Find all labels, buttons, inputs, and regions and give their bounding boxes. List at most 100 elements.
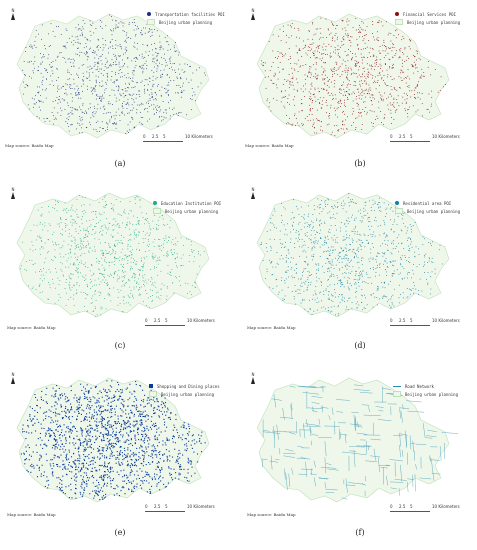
poi-point [406,109,408,111]
poi-point [404,108,406,110]
poi-point [276,252,278,253]
poi-point [354,233,356,235]
poi-point [303,241,305,242]
poi-point [348,205,350,207]
poi-point [403,53,405,55]
poi-point [272,50,274,52]
poi-point [361,95,363,96]
poi-point [165,112,167,114]
poi-point [315,118,317,120]
poi-point [120,446,122,448]
poi-point [142,401,144,403]
poi-point [389,59,391,60]
poi-point [293,88,295,90]
poi-point [307,225,309,227]
poi-point [153,83,155,85]
poi-point [57,413,59,415]
poi-point [165,88,167,90]
poi-point [350,201,352,203]
poi-point [266,100,268,102]
poi-point [163,483,165,485]
poi-point [434,268,436,270]
poi-point [76,400,78,402]
poi-point [403,78,405,80]
poi-point [66,400,69,402]
poi-point [57,55,59,57]
poi-point [36,464,38,466]
poi-point [291,78,293,79]
poi-point [115,20,117,22]
poi-point [159,248,161,250]
poi-point [311,255,313,257]
poi-point [53,444,55,446]
poi-point [287,102,288,104]
poi-point [101,455,103,457]
poi-point [347,97,348,98]
poi-point [105,88,107,89]
poi-point [170,220,172,221]
poi-point [104,464,106,467]
poi-point [59,247,61,249]
poi-point [156,55,158,57]
poi-point [281,203,282,204]
poi-point [409,250,411,252]
poi-point [122,107,124,109]
poi-point [417,85,418,87]
poi-point [334,35,336,36]
poi-point [96,94,98,95]
poi-point [147,397,149,399]
poi-point [157,228,159,230]
poi-point [98,291,100,293]
poi-point [316,57,318,59]
poi-point [386,213,387,215]
poi-point [98,278,99,280]
poi-point [93,116,95,118]
poi-point [102,38,104,40]
poi-point [48,432,50,435]
poi-point [153,446,155,448]
poi-point [323,290,325,292]
poi-point [107,123,109,125]
poi-point [130,458,132,461]
poi-point [381,122,382,123]
poi-point [170,249,172,251]
poi-point [111,89,113,91]
poi-point [129,223,131,225]
poi-point [352,241,354,243]
poi-point [138,223,140,225]
poi-point [338,280,340,282]
poi-point [290,81,291,83]
poi-point [37,91,39,93]
poi-point [343,239,345,241]
poi-point [191,466,193,468]
poi-point [408,272,410,273]
poi-point [115,79,117,81]
poi-point [304,118,306,120]
poi-point [384,114,386,116]
poi-point [128,296,130,298]
poi-point [381,95,383,97]
poi-point [90,34,92,36]
poi-point [386,69,388,71]
poi-point [135,420,137,422]
poi-point [331,237,333,239]
poi-point [342,20,344,22]
poi-point [371,48,373,50]
poi-point [297,28,299,29]
poi-point [338,130,339,132]
poi-point [422,115,423,117]
poi-point [356,255,357,257]
poi-point [130,234,132,235]
poi-point [99,407,101,409]
poi-point [88,251,90,253]
poi-point [85,127,87,129]
poi-point [328,291,330,293]
poi-point [175,461,177,463]
poi-point [385,46,387,48]
poi-point [28,45,30,47]
poi-point [80,272,81,274]
poi-point [417,84,418,85]
poi-point [164,88,165,89]
poi-point [343,44,345,45]
poi-point [129,417,131,419]
